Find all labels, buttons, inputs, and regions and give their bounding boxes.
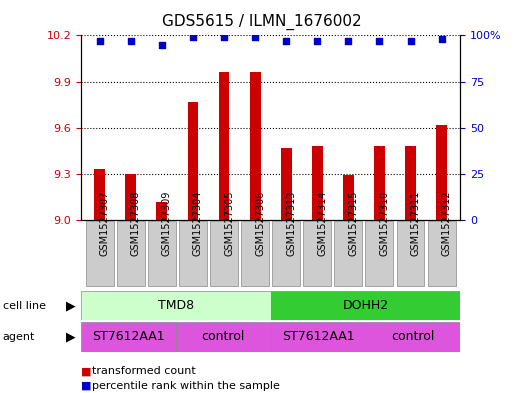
Text: GSM1527306: GSM1527306 xyxy=(255,191,265,256)
Text: control: control xyxy=(201,331,245,343)
Text: GSM1527311: GSM1527311 xyxy=(411,191,420,256)
FancyBboxPatch shape xyxy=(396,221,425,286)
FancyBboxPatch shape xyxy=(176,322,271,352)
FancyBboxPatch shape xyxy=(117,221,145,286)
Point xyxy=(282,38,290,44)
FancyBboxPatch shape xyxy=(428,221,456,286)
FancyBboxPatch shape xyxy=(86,221,113,286)
Text: GSM1527313: GSM1527313 xyxy=(286,191,296,256)
Text: GSM1527312: GSM1527312 xyxy=(441,191,451,256)
Bar xyxy=(94,169,105,220)
Text: GSM1527314: GSM1527314 xyxy=(317,191,327,256)
Point xyxy=(158,41,166,48)
Bar xyxy=(374,146,385,220)
FancyBboxPatch shape xyxy=(241,221,269,286)
Text: ST7612AA1: ST7612AA1 xyxy=(92,331,165,343)
Text: control: control xyxy=(391,331,435,343)
Point xyxy=(220,34,228,40)
Bar xyxy=(188,101,198,220)
FancyBboxPatch shape xyxy=(271,291,460,320)
Point xyxy=(127,38,135,44)
Text: GSM1527309: GSM1527309 xyxy=(162,191,172,256)
FancyBboxPatch shape xyxy=(366,322,460,352)
Text: DOHH2: DOHH2 xyxy=(343,299,389,312)
Point xyxy=(406,38,415,44)
FancyBboxPatch shape xyxy=(148,221,176,286)
Bar xyxy=(156,202,167,220)
Bar xyxy=(126,174,136,220)
FancyBboxPatch shape xyxy=(272,221,300,286)
Text: GSM1527307: GSM1527307 xyxy=(100,191,110,256)
Text: agent: agent xyxy=(3,332,35,342)
Text: GDS5615 / ILMN_1676002: GDS5615 / ILMN_1676002 xyxy=(162,14,361,30)
Point xyxy=(437,36,446,42)
Text: TMD8: TMD8 xyxy=(158,299,194,312)
FancyBboxPatch shape xyxy=(210,221,238,286)
Bar xyxy=(436,125,447,220)
FancyBboxPatch shape xyxy=(271,322,366,352)
FancyBboxPatch shape xyxy=(303,221,331,286)
FancyBboxPatch shape xyxy=(179,221,207,286)
Point xyxy=(313,38,322,44)
Bar xyxy=(249,72,260,220)
FancyBboxPatch shape xyxy=(81,291,271,320)
Text: ▶: ▶ xyxy=(66,299,75,312)
Point xyxy=(189,34,197,40)
Point xyxy=(251,34,259,40)
FancyBboxPatch shape xyxy=(366,221,393,286)
FancyBboxPatch shape xyxy=(81,322,176,352)
Bar xyxy=(281,148,292,220)
Point xyxy=(96,38,104,44)
Bar xyxy=(219,72,230,220)
Point xyxy=(344,38,353,44)
Text: GSM1527305: GSM1527305 xyxy=(224,191,234,256)
Bar xyxy=(343,175,354,220)
Text: GSM1527308: GSM1527308 xyxy=(131,191,141,256)
Point xyxy=(375,38,383,44)
Text: percentile rank within the sample: percentile rank within the sample xyxy=(92,381,279,391)
Text: GSM1527315: GSM1527315 xyxy=(348,191,358,256)
Text: GSM1527304: GSM1527304 xyxy=(193,191,203,256)
Text: ST7612AA1: ST7612AA1 xyxy=(282,331,355,343)
FancyBboxPatch shape xyxy=(334,221,362,286)
Bar xyxy=(405,146,416,220)
Text: cell line: cell line xyxy=(3,301,46,310)
Text: ■: ■ xyxy=(81,381,92,391)
Text: ■: ■ xyxy=(81,366,92,376)
Text: GSM1527310: GSM1527310 xyxy=(379,191,390,256)
Bar xyxy=(312,146,323,220)
Text: transformed count: transformed count xyxy=(92,366,195,376)
Text: ▶: ▶ xyxy=(66,331,75,343)
